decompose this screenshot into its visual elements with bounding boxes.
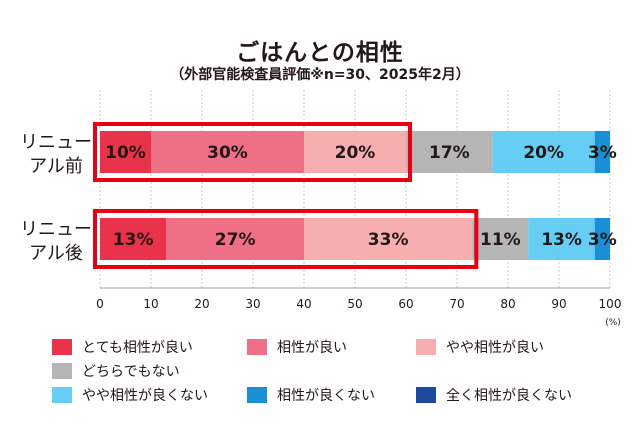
x-tick-label: 50 xyxy=(347,297,362,311)
bar-segment xyxy=(100,218,167,260)
legend-label: 相性が良い xyxy=(277,340,347,356)
category-label: アル前 xyxy=(29,156,83,177)
bar-value-label: 20% xyxy=(523,143,564,163)
legend-swatch xyxy=(247,387,267,403)
chart-subtitle: （外部官能検査員評価※n=30、2025年2月） xyxy=(170,67,470,83)
x-tick-label: 30 xyxy=(245,297,260,311)
legend-swatch xyxy=(52,387,72,403)
legend-swatch xyxy=(247,339,267,355)
bar-segment xyxy=(594,218,610,260)
legend-item: とても相性が良い xyxy=(52,338,193,356)
bar-value-label: 3% xyxy=(588,143,617,163)
bar-segment xyxy=(304,218,473,260)
bar-value-label: 27% xyxy=(215,230,256,250)
bar-value-label: 20% xyxy=(335,143,376,163)
bar-value-label: 10% xyxy=(105,143,146,163)
x-tick-label: 20 xyxy=(194,297,209,311)
bar-segment xyxy=(492,131,595,173)
legend-label: とても相性が良い xyxy=(82,340,193,356)
legend-item: やや相性が良くない xyxy=(52,386,208,404)
legend-label: 相性が良くない xyxy=(277,388,375,404)
bar-value-label: 13% xyxy=(113,230,154,250)
chart-title: ごはんとの相性 xyxy=(236,40,404,66)
legend-label: 全く相性が良くない xyxy=(446,388,572,404)
legend-swatch xyxy=(52,363,72,379)
category-label: アル後 xyxy=(29,243,83,264)
highlight-frame xyxy=(93,209,479,269)
x-unit-label: (%) xyxy=(605,318,621,328)
bar-value-label: 11% xyxy=(480,230,521,250)
x-tick-label: 100 xyxy=(599,297,622,311)
highlight-frame xyxy=(93,122,412,182)
legend-item: どちらでもない xyxy=(52,362,180,380)
bar-value-label: 33% xyxy=(368,230,409,250)
bar-segment xyxy=(594,131,610,173)
x-tick-label: 60 xyxy=(398,297,413,311)
bar-value-label: 3% xyxy=(588,230,617,250)
bar-value-label: 13% xyxy=(541,230,582,250)
legend-item: 全く相性が良くない xyxy=(416,386,572,404)
legend-label: やや相性が良い xyxy=(446,340,544,356)
x-tick-label: 40 xyxy=(296,297,311,311)
legend-label: やや相性が良くない xyxy=(82,388,208,404)
bar-segment xyxy=(472,218,529,260)
legend-label: どちらでもない xyxy=(82,364,180,380)
x-tick-label: 70 xyxy=(449,297,464,311)
legend-item: 相性が良い xyxy=(247,338,347,356)
legend-item: やや相性が良い xyxy=(416,338,544,356)
bar-segment xyxy=(528,218,595,260)
x-tick-label: 0 xyxy=(96,297,104,311)
category-label: リニュー xyxy=(20,219,92,240)
x-tick-label: 80 xyxy=(500,297,515,311)
bar-segment xyxy=(166,218,304,260)
x-tick-label: 10 xyxy=(143,297,158,311)
legend-swatch xyxy=(416,339,436,355)
stacked-bar-chart: 0 10 20 30 40 50 60 70 80 90 100(%)リニューアル前リニューアル後1… xyxy=(20,90,622,328)
legend-swatch xyxy=(52,339,72,355)
bar-segment xyxy=(100,131,151,173)
bar-segment xyxy=(151,131,304,173)
legend-swatch xyxy=(416,387,436,403)
bar-segment xyxy=(304,131,406,173)
x-tick-label: 90 xyxy=(551,297,566,311)
bar-value-label: 30% xyxy=(207,143,248,163)
legend-item: 相性が良くない xyxy=(247,386,375,404)
bar-segment xyxy=(406,131,493,173)
category-label: リニュー xyxy=(20,132,92,153)
bar-value-label: 17% xyxy=(429,143,470,163)
